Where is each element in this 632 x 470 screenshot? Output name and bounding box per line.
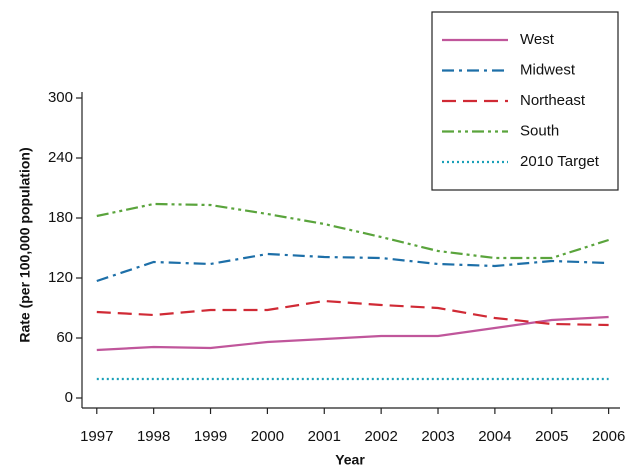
x-tick-label: 1998: [137, 428, 170, 445]
x-tick-label: 2003: [421, 428, 454, 445]
series-line: [96, 252, 609, 283]
y-tick-label: 180: [48, 209, 73, 226]
legend-label: South: [520, 122, 559, 139]
y-tick-label: 300: [48, 89, 73, 106]
series-line: [96, 315, 609, 352]
legend-label: Midwest: [520, 61, 576, 78]
x-tick-label: 2006: [592, 428, 625, 445]
legend-label: West: [520, 31, 555, 48]
x-tick-label: 2004: [478, 428, 511, 445]
legend-label: 2010 Target: [520, 153, 600, 170]
x-tick-label: 2001: [308, 428, 341, 445]
x-tick-label: 1999: [194, 428, 227, 445]
series-line: [96, 202, 609, 260]
y-axis-title: Rate (per 100,000 population): [17, 147, 33, 342]
y-tick-label: 120: [48, 269, 73, 286]
legend-label: Northeast: [520, 92, 586, 109]
x-tick-label: 1997: [80, 428, 113, 445]
x-axis-title: Year: [335, 452, 365, 468]
y-tick-label: 240: [48, 149, 73, 166]
x-tick-label: 2002: [364, 428, 397, 445]
y-tick-label: 60: [56, 329, 73, 346]
y-tick-label: 0: [65, 389, 73, 406]
series-line: [96, 299, 609, 327]
x-tick-label: 2000: [251, 428, 284, 445]
x-tick-label: 2005: [535, 428, 568, 445]
